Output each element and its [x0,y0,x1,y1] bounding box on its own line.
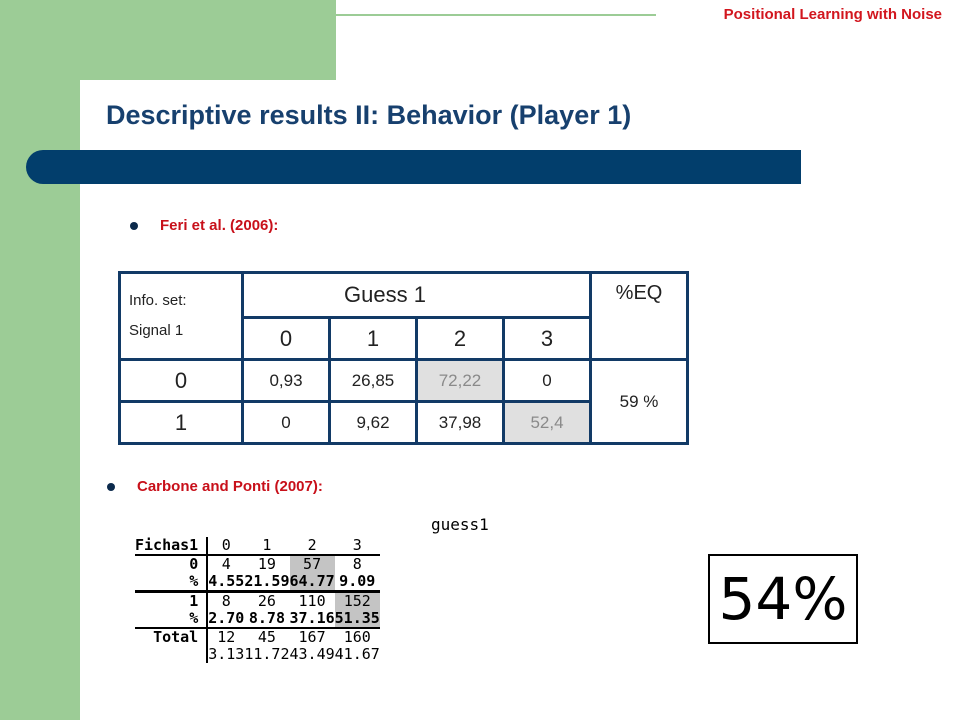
guess-variable-label: guess1 [431,515,489,534]
bullet-text: Carbone and Ponti (2007): [137,478,323,495]
eq-header: %EQ [589,271,689,361]
row-label: % [189,572,199,590]
eq-percentage-box: 54% [708,554,858,644]
top-decor-rule [336,14,656,16]
table-cell-highlight: 72,22 [415,358,505,403]
row-label: Total [153,628,199,646]
crosstab: Fichas1 0 1 2 3 0 4 19 57 8 % 4.55 21.59… [135,537,380,663]
signal-row-label: 1 [118,400,244,445]
table-cell: 2.70 [206,609,245,629]
table-cell: 167 [298,628,326,646]
table-cell-highlight: 51.35 [334,609,380,629]
column-header: 2 [307,536,317,554]
table-cell: 110 [289,590,335,610]
column-header: 1 [262,536,272,554]
table-cell: 160 [343,628,371,646]
table-cell: 43.49 [289,645,335,663]
bullet-feri: Feri et al. (2006): [130,217,278,234]
bullet-carbone: Carbone and Ponti (2007): [107,478,323,495]
table-cell: 0,93 [241,358,331,403]
guess-header: Guess 1 [242,272,591,319]
eq-value: 59 % [589,358,689,445]
bullet-dot-icon [107,482,115,491]
row-label: 1 [135,590,208,610]
info-set-label: Info. set: [129,292,187,309]
column-header: 0 [206,537,245,555]
bullet-dot-icon [130,221,138,230]
table-cell: 0 [241,400,331,445]
info-set-cell: Info. set: Signal 1 [118,271,244,361]
table-cell-highlight: 52,4 [502,400,592,445]
table-cell: 9,62 [328,400,418,445]
table-cell: 19 [244,554,290,573]
running-title: Positional Learning with Noise [723,6,942,23]
bullet-text: Feri et al. (2006): [160,217,279,234]
guess-value: 3 [502,316,592,361]
table-cell: 12 [206,628,245,646]
row-header: Fichas1 [135,536,199,554]
slide-title: Descriptive results II: Behavior (Player… [106,100,632,130]
feri-results-table: Info. set: Signal 1 Guess 1 %EQ 0 1 2 3 … [118,271,689,445]
table-cell: 4 [206,554,245,573]
signal-label: Signal 1 [129,322,184,339]
table-cell-highlight: 57 [289,554,335,573]
top-decor-block [80,0,336,80]
column-header: 3 [352,536,362,554]
table-cell: 0 [502,358,592,403]
table-cell: 4.55 [206,572,245,592]
table-cell: 21.59 [244,572,290,590]
table-cell: 45 [257,628,276,646]
signal-row-label: 0 [118,358,244,403]
table-cell: 26 [244,590,290,610]
table-cell: 37,98 [415,400,505,445]
guess-value: 1 [328,316,418,361]
guess-value: 2 [415,316,505,361]
row-label [135,646,207,663]
guess-value: 0 [241,316,331,361]
left-decor-band [0,0,80,720]
table-cell-highlight: 64.77 [289,572,335,592]
table-cell: 37.16 [289,609,335,629]
table-cell: 8 [206,590,245,610]
table-cell-highlight: 152 [334,590,380,610]
table-cell: 3.13 [206,645,245,663]
table-cell: 11.72 [244,645,290,663]
table-cell: 9.09 [339,572,376,590]
title-underline-bar [26,150,801,184]
table-cell: 41.67 [334,645,380,663]
row-label: % [135,610,208,629]
table-cell: 8.78 [244,610,290,629]
table-cell: 26,85 [328,358,418,403]
table-cell: 8 [334,554,380,573]
row-label: 0 [135,554,208,573]
